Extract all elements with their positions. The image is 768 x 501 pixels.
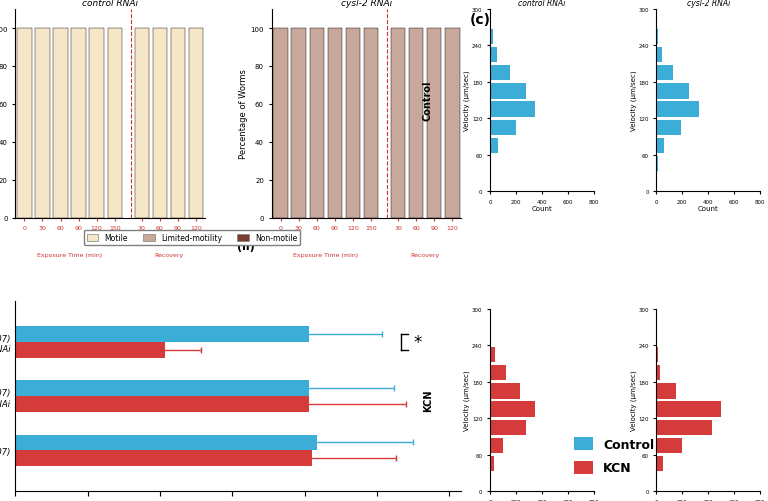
Bar — [89, 29, 104, 218]
Bar — [490, 347, 495, 363]
Bar — [490, 157, 492, 172]
Y-axis label: Velocity (μm/sec): Velocity (μm/sec) — [464, 71, 471, 131]
Text: KCN: KCN — [422, 389, 432, 411]
Bar — [189, 29, 204, 218]
Title: egl-9(sa307)
control RNAi: egl-9(sa307) control RNAi — [81, 0, 139, 8]
Bar — [657, 438, 682, 453]
Bar — [490, 420, 526, 435]
Bar — [657, 138, 664, 154]
Y-axis label: Percentage of Worms: Percentage of Worms — [239, 69, 247, 159]
Bar — [657, 365, 660, 381]
Title: egl-9(sa307)
cysl-2 RNAi: egl-9(sa307) cysl-2 RNAi — [684, 0, 733, 8]
Bar — [346, 29, 360, 218]
Bar — [490, 120, 516, 136]
Legend: Control, KCN: Control, KCN — [569, 432, 660, 479]
Bar — [15, 381, 310, 396]
Text: Exposure Time (min): Exposure Time (min) — [293, 253, 359, 258]
Bar — [71, 29, 86, 218]
Text: Recovery: Recovery — [411, 253, 440, 258]
Text: (c): (c) — [470, 13, 491, 27]
Text: Exposure Time (min): Exposure Time (min) — [37, 253, 102, 258]
Bar — [391, 29, 406, 218]
Bar — [657, 420, 712, 435]
Bar — [445, 29, 459, 218]
Bar — [657, 402, 721, 417]
Bar — [490, 66, 509, 81]
Bar — [490, 48, 497, 63]
Bar — [15, 327, 310, 342]
Bar — [17, 29, 31, 218]
Text: Control: Control — [422, 81, 432, 121]
Bar — [15, 450, 312, 466]
Bar — [490, 402, 535, 417]
Bar — [657, 48, 661, 63]
Text: Recovery: Recovery — [154, 253, 184, 258]
X-axis label: Count: Count — [531, 205, 552, 211]
Bar — [409, 29, 423, 218]
Y-axis label: Velocity (μm/sec): Velocity (μm/sec) — [464, 370, 471, 430]
Bar — [657, 456, 663, 471]
Bar — [273, 29, 288, 218]
Bar — [364, 29, 378, 218]
Bar — [490, 438, 503, 453]
Legend: Motile, Limited-motility, Non-motile: Motile, Limited-motility, Non-motile — [84, 230, 300, 245]
Bar — [490, 138, 498, 154]
Bar — [490, 365, 505, 381]
Bar — [15, 435, 316, 450]
Bar — [657, 66, 674, 81]
Bar — [657, 102, 699, 118]
Y-axis label: Velocity (μm/sec): Velocity (μm/sec) — [631, 370, 637, 430]
Title: egl-9(sa307)
control RNAi: egl-9(sa307) control RNAi — [518, 0, 566, 8]
Bar — [490, 329, 492, 344]
Bar — [657, 84, 689, 99]
Bar — [134, 29, 149, 218]
Bar — [292, 29, 306, 218]
Bar — [35, 29, 50, 218]
Bar — [170, 29, 185, 218]
Y-axis label: Velocity (μm/sec): Velocity (μm/sec) — [631, 71, 637, 131]
Bar — [15, 342, 165, 358]
Bar — [427, 29, 442, 218]
Bar — [153, 29, 167, 218]
Bar — [490, 102, 535, 118]
Bar — [657, 30, 658, 45]
Bar — [490, 456, 494, 471]
Text: (ii): (ii) — [237, 241, 255, 252]
X-axis label: Count: Count — [698, 205, 719, 211]
Bar — [490, 84, 526, 99]
Bar — [15, 396, 310, 412]
Title: egl-9(sa307)
cysl-2 RNAi: egl-9(sa307) cysl-2 RNAi — [338, 0, 395, 8]
Bar — [310, 29, 324, 218]
Text: *: * — [413, 333, 422, 351]
Bar — [328, 29, 342, 218]
Bar — [490, 30, 492, 45]
Bar — [108, 29, 122, 218]
Bar — [657, 383, 676, 399]
Bar — [53, 29, 68, 218]
Bar — [490, 383, 520, 399]
Bar — [657, 120, 681, 136]
